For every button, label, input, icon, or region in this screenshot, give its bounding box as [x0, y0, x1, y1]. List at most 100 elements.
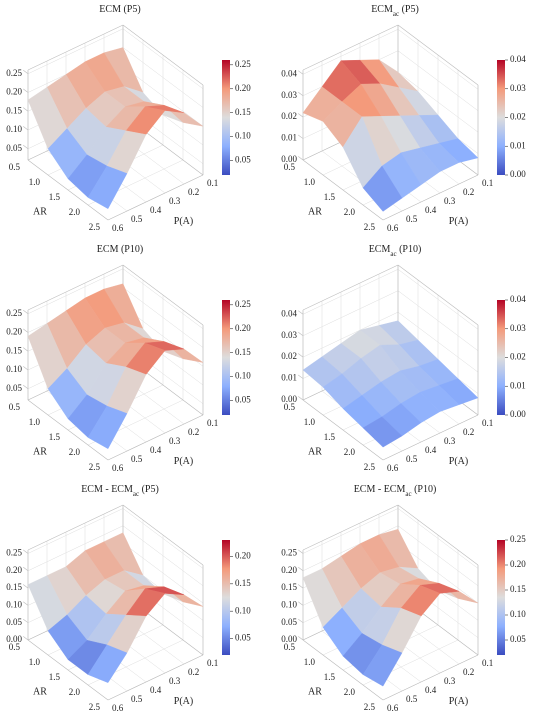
axis-edge — [27, 639, 109, 701]
z-tick — [298, 549, 304, 554]
z-tick — [23, 584, 29, 589]
y-tick-label: 0.5 — [406, 694, 418, 704]
z-tick — [298, 113, 304, 118]
panel-title: ECM - ECMac (P5) — [81, 484, 159, 497]
axis-edge — [107, 174, 204, 221]
x-tick-label: 1.0 — [304, 657, 316, 667]
panel-title: ECMac (P5) — [371, 4, 419, 17]
x-tick-label: 2.0 — [69, 447, 81, 457]
z-grid-line — [302, 311, 399, 358]
y-tick-label: 0.2 — [463, 667, 474, 677]
colorbar-tick-label: 0.05 — [235, 633, 251, 643]
z-tick-label: 0.10 — [6, 124, 22, 134]
colorbar-tick-label: 0.05 — [235, 395, 251, 405]
z-tick-label: 0.03 — [281, 90, 297, 100]
title-part: ECM (P5) — [99, 4, 140, 15]
axis-edge — [107, 414, 204, 461]
z-grid-line — [302, 29, 399, 75]
axis-edge — [302, 399, 384, 461]
surface-cell — [87, 165, 128, 210]
z-tick-label: 0.15 — [6, 582, 22, 592]
z-tick — [23, 636, 29, 641]
z-grid-line — [27, 525, 124, 571]
z-tick-label: 0.05 — [6, 143, 22, 153]
x-tick-label: 1.5 — [324, 192, 336, 202]
axis-edge — [122, 264, 204, 326]
colorbar — [222, 300, 230, 415]
colorbar-tick-label: 0.10 — [235, 371, 251, 381]
title-part: ac — [405, 490, 411, 498]
y-tick-label: 0.4 — [425, 685, 437, 695]
colorbar-tick-label: 0.10 — [235, 605, 251, 615]
title-part: (P10) — [397, 244, 422, 255]
axis-edge — [382, 174, 479, 221]
z-tick — [298, 156, 304, 161]
colorbar-tick-label: 0.01 — [510, 380, 526, 390]
axis-edge — [302, 159, 384, 221]
y-tick-label: 0.3 — [169, 676, 181, 686]
colorbar-tick-label: 0.02 — [510, 352, 526, 362]
z-tick-label: 0.10 — [281, 599, 297, 609]
z-tick-label: 0.03 — [281, 330, 297, 340]
z-tick-label: 0.25 — [6, 68, 22, 78]
x-tick-label: 2.5 — [89, 222, 101, 232]
z-tick — [23, 328, 29, 333]
colorbar-tick-label: 0.03 — [510, 323, 526, 333]
title-part: ECM — [371, 4, 393, 15]
x-tick-label: 2.5 — [89, 702, 101, 712]
z-tick-label: 0.02 — [281, 351, 297, 361]
z-tick — [298, 601, 304, 606]
z-grid-line — [27, 28, 124, 74]
z-grid-line — [27, 508, 124, 554]
colorbar — [222, 60, 230, 175]
x-tick-label: 1.0 — [29, 417, 41, 427]
surface-cell — [362, 644, 403, 687]
x-tick-label: 1.5 — [324, 672, 336, 682]
panel: ECM (P10) 0.05 0.10 0.15 0.20 0.25 0.5 1.0 1.5 2.… — [6, 244, 251, 473]
z-tick-label: 0.10 — [6, 599, 22, 609]
colorbar-tick-label: 0.03 — [510, 83, 526, 93]
z-tick-label: 0.20 — [6, 565, 22, 575]
z-tick-label: 0.15 — [6, 345, 22, 355]
x-tick-label: 1.5 — [324, 432, 336, 442]
x-tick-label: 0.5 — [284, 402, 296, 412]
panel-title: ECM - ECMac (P10) — [354, 484, 437, 497]
axis-edge — [122, 24, 204, 86]
y-tick-label: 0.1 — [482, 418, 493, 428]
x-axis-label: AR — [308, 206, 322, 217]
colorbar-tick-label: 0.02 — [510, 112, 526, 122]
x-tick-label: 1.5 — [49, 672, 61, 682]
colorbar-tick-label: 0.10 — [235, 131, 251, 141]
z-grid-line — [302, 269, 399, 315]
y-tick-label: 0.6 — [112, 223, 124, 233]
z-tick-label: 0.20 — [281, 565, 297, 575]
surface-cell — [362, 416, 403, 448]
axis-edge — [397, 24, 479, 86]
y-tick-label: 0.3 — [444, 436, 456, 446]
axis-edge — [397, 504, 479, 566]
z-tick-label: 0.10 — [6, 364, 22, 374]
axis-edge — [302, 504, 399, 551]
title-part: ac — [133, 490, 139, 498]
title-part: ECM — [369, 244, 391, 255]
z-tick — [23, 566, 29, 572]
x-tick-label: 1.0 — [304, 417, 316, 427]
z-tick-label: 0.25 — [6, 548, 22, 558]
x-tick-label: 1.5 — [49, 192, 61, 202]
axis-edge — [302, 264, 399, 311]
y-tick-label: 0.1 — [482, 658, 493, 668]
axis-edge — [302, 639, 384, 701]
z-tick-label: 0.05 — [6, 383, 22, 393]
panel: ECMac (P5) 0.00 0.01 0.02 0.03 0.04 0.5 1.0 1.5 2… — [281, 4, 526, 233]
x-tick-label: 0.5 — [9, 402, 21, 412]
title-part: ECM - ECM — [354, 484, 406, 495]
y-tick-label: 0.2 — [188, 427, 199, 437]
y-tick-label: 0.5 — [406, 454, 418, 464]
z-tick — [23, 309, 29, 314]
z-tick — [23, 107, 29, 112]
colorbar-tick-label: 0.25 — [235, 59, 251, 69]
colorbar — [497, 60, 505, 175]
y-axis-label: P(A) — [174, 696, 193, 707]
title-part: ac — [393, 10, 399, 18]
colorbar-tick-label: 0.04 — [510, 54, 526, 64]
